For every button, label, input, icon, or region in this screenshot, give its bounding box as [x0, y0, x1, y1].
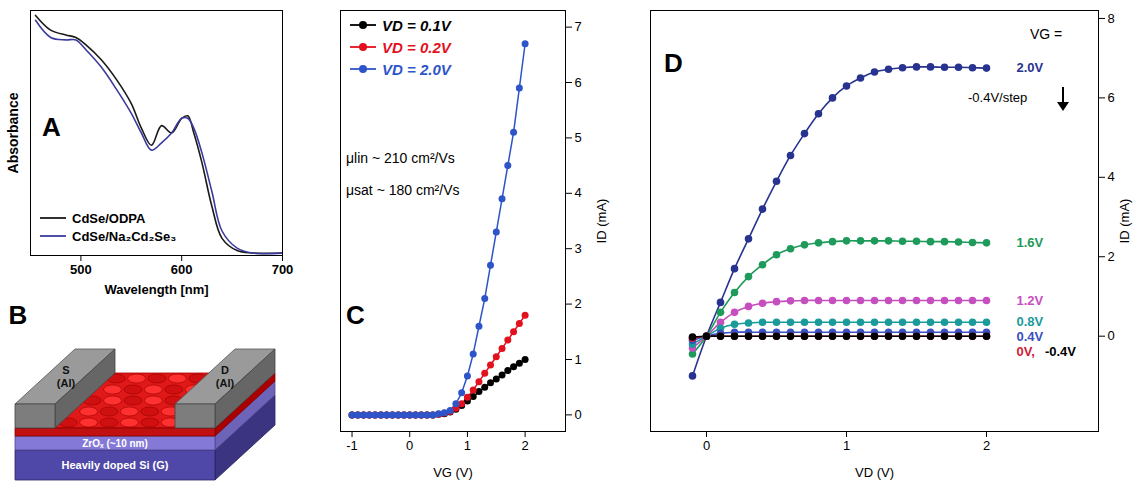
svg-text:-1: -1	[346, 438, 358, 453]
svg-text:S(Al): S(Al)	[57, 364, 76, 389]
svg-text:1.6V: 1.6V	[1017, 235, 1044, 250]
svg-text:2: 2	[983, 438, 990, 453]
svg-text:2.0V: 2.0V	[1017, 60, 1044, 75]
html-text:μsat ~ 180 cm²/Vs: μsat ~ 180 cm²/Vs	[346, 182, 460, 198]
html-text:A: A	[42, 112, 61, 142]
svg-text:4: 4	[1108, 169, 1115, 184]
svg-text:0: 0	[575, 407, 582, 422]
html-text:VD = 0.2V: VD = 0.2V	[382, 38, 451, 56]
svg-text:2: 2	[521, 438, 528, 453]
svg-text:0V,: 0V,	[1017, 344, 1035, 359]
html-text:Absorbance: Absorbance	[5, 92, 21, 173]
svg-text:1: 1	[843, 438, 850, 453]
svg-text:700: 700	[272, 262, 294, 277]
html-text:CdSe/Na₂Cd₂Se₃: CdSe/Na₂Cd₂Se₃	[72, 228, 177, 244]
svg-text:0: 0	[1108, 328, 1115, 343]
svg-text:B: B	[9, 300, 28, 330]
svg-text:1: 1	[575, 352, 582, 367]
svg-text:0.4V: 0.4V	[1017, 329, 1044, 344]
svg-text:ID (mA): ID (mA)	[1117, 199, 1132, 244]
svg-text:7: 7	[575, 19, 582, 34]
svg-text:Wavelength [nm]: Wavelength [nm]	[104, 282, 208, 297]
svg-text:2: 2	[575, 296, 582, 311]
svg-text:500: 500	[70, 262, 92, 277]
svg-text:ID (mA): ID (mA)	[594, 199, 609, 244]
svg-text:Heavily doped Si (G): Heavily doped Si (G)	[62, 459, 169, 471]
html-text:D: D	[664, 48, 683, 78]
html-text:VD = 2.0V: VD = 2.0V	[382, 60, 451, 78]
svg-text:0: 0	[406, 438, 413, 453]
svg-text:1: 1	[464, 438, 471, 453]
svg-text:0: 0	[703, 438, 710, 453]
html-text:C: C	[346, 300, 365, 330]
svg-text:ZrOₓ (~10 nm): ZrOₓ (~10 nm)	[82, 438, 148, 449]
svg-text:3: 3	[575, 241, 582, 256]
html-text:-0.4V/step: -0.4V/step	[968, 90, 1028, 105]
svg-text:D(Al): D(Al)	[216, 364, 235, 389]
svg-text:4: 4	[575, 185, 582, 200]
svg-text:VG (V): VG (V)	[433, 465, 473, 480]
svg-text:0.8V: 0.8V	[1017, 314, 1044, 329]
svg-text:5: 5	[575, 130, 582, 145]
html-text:μlin ~ 210 cm²/Vs: μlin ~ 210 cm²/Vs	[346, 150, 455, 166]
svg-text:1.2V: 1.2V	[1017, 293, 1044, 308]
svg-text:6: 6	[575, 75, 582, 90]
svg-text:6: 6	[1108, 90, 1115, 105]
svg-text:2: 2	[1108, 249, 1115, 264]
svg-text:-0.4V: -0.4V	[1045, 344, 1076, 359]
html-text:CdSe/ODPA: CdSe/ODPA	[72, 210, 146, 226]
html-text:VD = 0.1V: VD = 0.1V	[382, 16, 451, 34]
html-text:VG =: VG =	[1030, 26, 1063, 42]
svg-text:8: 8	[1108, 11, 1115, 26]
svg-text:600: 600	[171, 262, 193, 277]
svg-text:VD (V): VD (V)	[855, 465, 894, 480]
